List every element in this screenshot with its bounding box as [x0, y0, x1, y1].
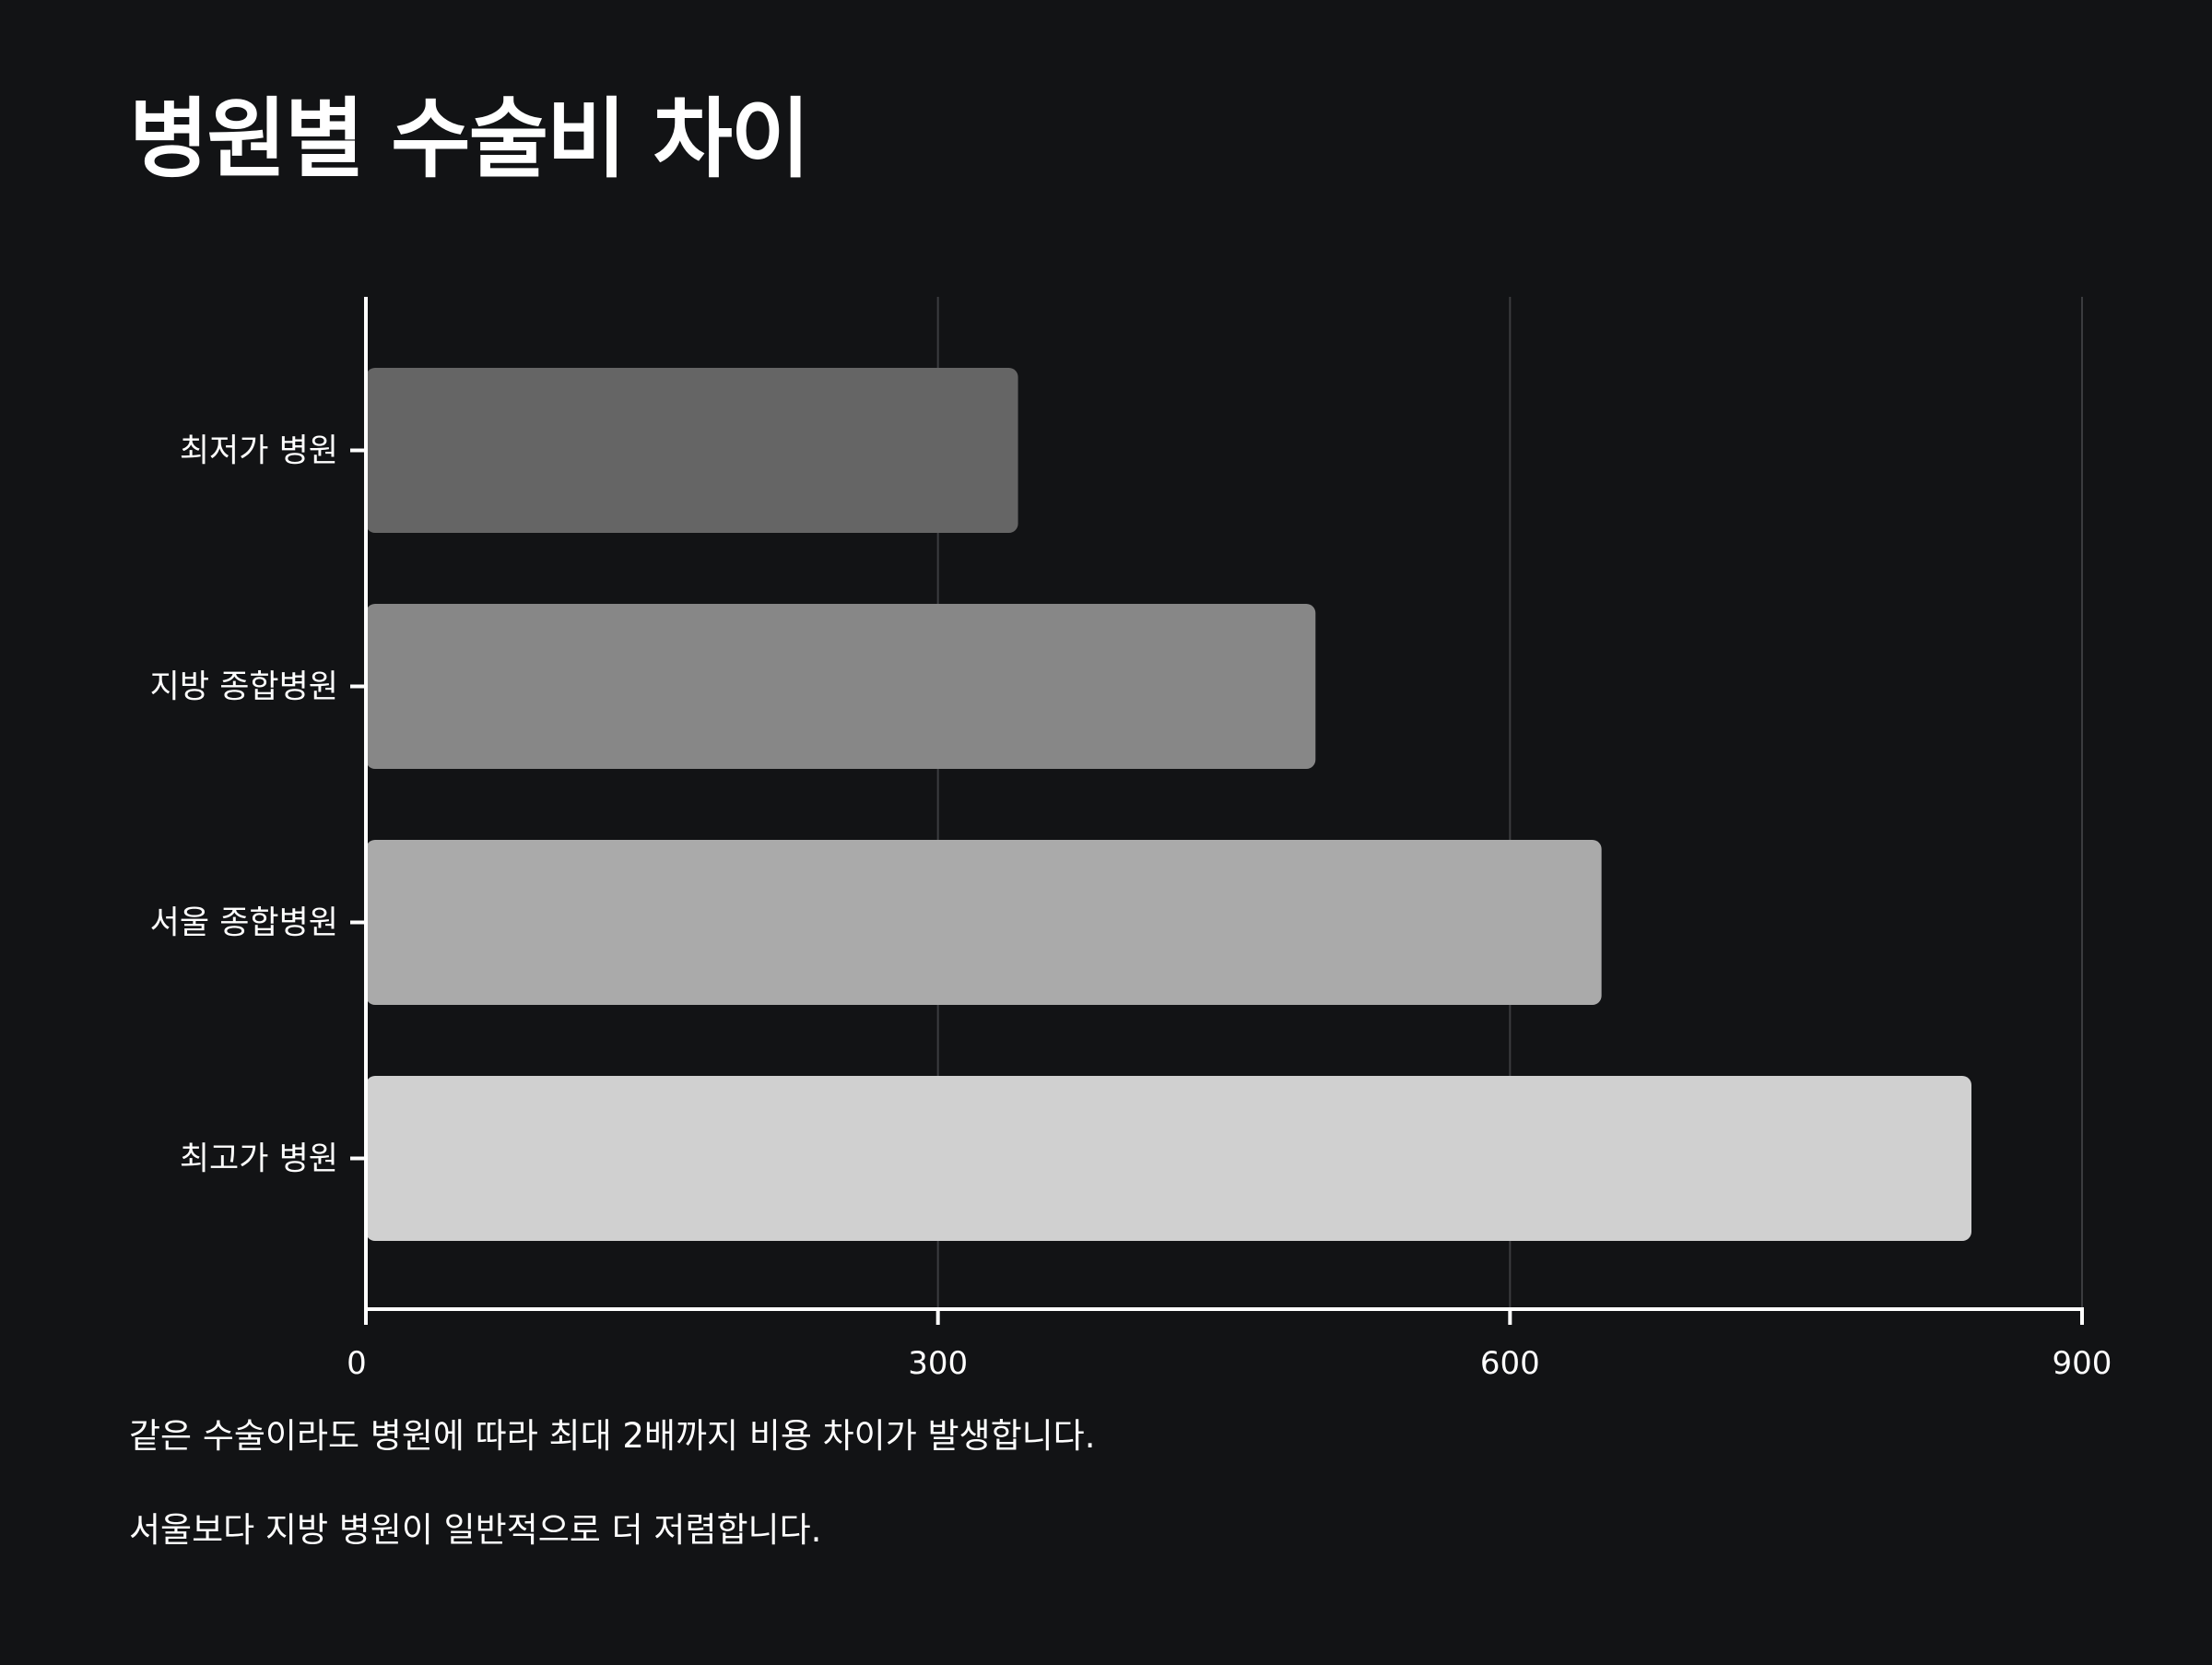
bar-2 — [366, 840, 1602, 1005]
category-label-1: 지방 종합병원 — [150, 669, 338, 706]
footnote-1: 같은 수술이라도 병원에 따라 최대 2배까지 비용 차이가 발생합니다. — [129, 1416, 1096, 1456]
category-label-0: 최저가 병원 — [180, 433, 338, 470]
x-tick-label-900: 900 — [2053, 1345, 2112, 1382]
x-tick-label-300: 300 — [908, 1345, 968, 1382]
bar-1 — [366, 604, 1316, 769]
footnote-2: 서울보다 지방 병원이 일반적으로 더 저렴합니다. — [129, 1510, 822, 1550]
category-label-2: 서울 종합병원 — [150, 905, 338, 942]
x-tick-label-0: 0 — [347, 1345, 367, 1382]
bar-3 — [366, 1076, 1972, 1241]
category-label-3: 최고가 병원 — [180, 1141, 338, 1178]
bar-0 — [366, 368, 1018, 533]
chart-title: 병원별 수술비 차이 — [129, 89, 810, 190]
x-tick-label-600: 600 — [1480, 1345, 1540, 1382]
axes — [350, 297, 2084, 1325]
bars — [366, 368, 1972, 1241]
